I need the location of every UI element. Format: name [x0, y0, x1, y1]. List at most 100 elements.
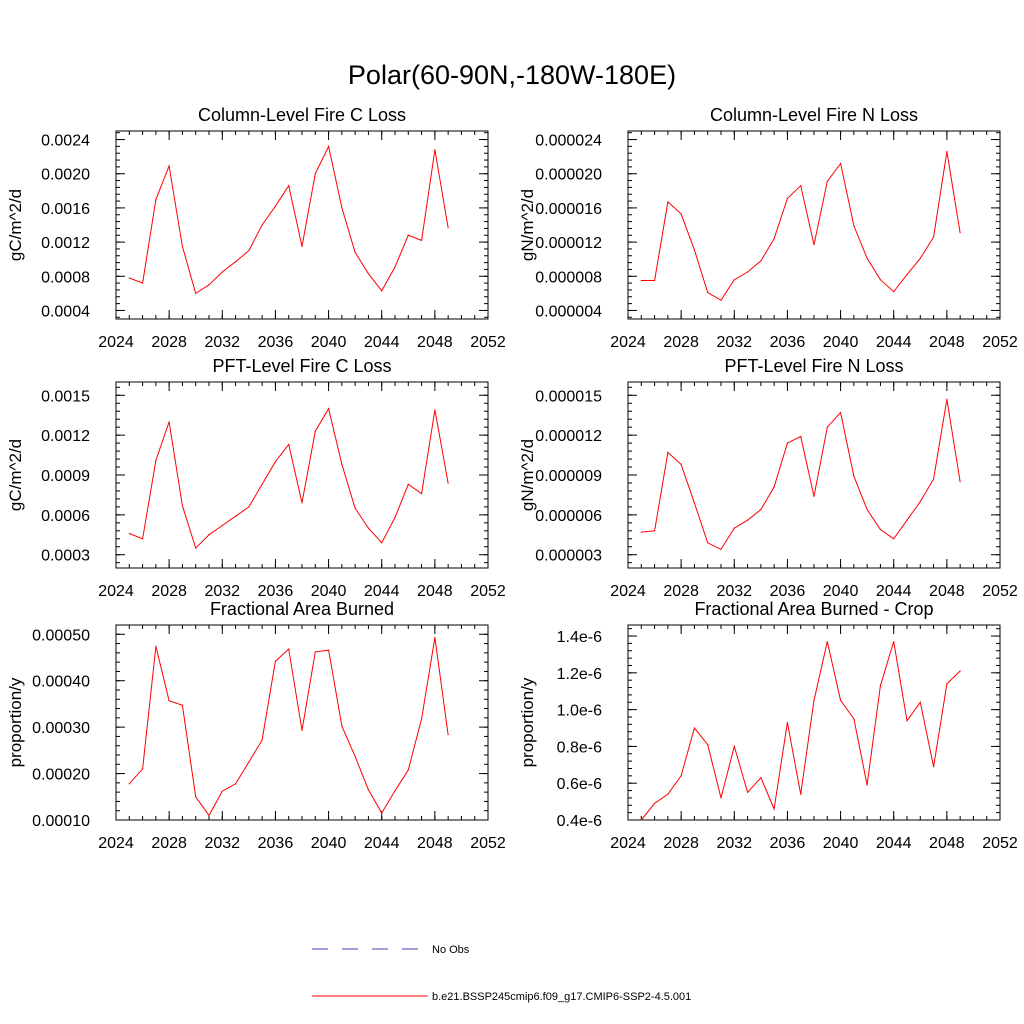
- data-point: [327, 145, 330, 147]
- data-point: [341, 725, 343, 727]
- data-point: [760, 260, 762, 262]
- y-axis-label: gC/m^2/d: [6, 189, 25, 261]
- data-point: [301, 502, 303, 504]
- y-tick-label: 0.000012: [535, 235, 602, 252]
- y-axis-label: proportion/y: [6, 677, 25, 767]
- data-point: [327, 407, 330, 410]
- x-tick-label: 2044: [876, 583, 912, 600]
- data-point: [707, 743, 709, 746]
- y-tick-label: 0.4e-6: [557, 813, 602, 830]
- x-tick-label: 2036: [258, 583, 294, 600]
- y-tick-label: 0.0006: [41, 508, 90, 525]
- x-tick-label: 2044: [876, 835, 912, 852]
- data-point: [733, 745, 735, 748]
- x-tick-label: 2044: [364, 583, 400, 600]
- data-point: [288, 443, 290, 446]
- data-point: [959, 232, 961, 234]
- panel-title: Fractional Area Burned: [210, 599, 394, 619]
- data-point: [946, 150, 948, 153]
- data-point: [800, 185, 802, 187]
- x-tick-label: 2040: [311, 583, 347, 600]
- data-point: [141, 768, 144, 770]
- data-point: [813, 699, 815, 702]
- y-tick-label: 0.0020: [41, 167, 90, 184]
- y-tick-label: 0.8e-6: [557, 739, 602, 756]
- data-point: [221, 790, 223, 792]
- data-point: [367, 789, 370, 791]
- x-tick-label: 2032: [204, 583, 240, 600]
- y-tick-label: 0.000020: [535, 167, 602, 184]
- x-tick-label: 2040: [823, 583, 859, 600]
- x-tick-label: 2044: [876, 334, 912, 351]
- y-tick-label: 0.00050: [32, 627, 90, 644]
- data-point: [168, 421, 170, 423]
- x-tick-label: 2040: [311, 334, 347, 351]
- data-point: [208, 534, 210, 536]
- data-point: [234, 783, 237, 785]
- y-tick-label: 1.0e-6: [557, 703, 602, 720]
- series-line: [128, 637, 449, 817]
- y-tick-label: 0.0024: [41, 133, 90, 150]
- x-tick-label: 2036: [770, 334, 806, 351]
- data-point: [208, 814, 210, 816]
- data-point: [932, 766, 935, 768]
- data-point: [208, 284, 210, 286]
- x-tick-label: 2048: [417, 835, 453, 852]
- x-tick-label: 2040: [311, 835, 347, 852]
- data-point: [733, 527, 735, 529]
- y-axis-label: gN/m^2/d: [518, 439, 537, 511]
- data-point: [248, 506, 250, 508]
- x-tick-label: 2052: [982, 583, 1018, 600]
- data-point: [906, 273, 908, 276]
- x-tick-label: 2024: [98, 583, 134, 600]
- x-tick-label: 2028: [663, 583, 699, 600]
- data-point: [434, 409, 436, 411]
- data-point: [447, 226, 449, 229]
- data-point: [168, 700, 170, 702]
- plot-frame: [115, 381, 489, 569]
- data-point: [168, 165, 170, 167]
- data-point: [381, 542, 383, 544]
- data-point: [381, 290, 383, 292]
- y-tick-label: 0.000016: [535, 201, 602, 218]
- data-point: [839, 411, 842, 414]
- data-point: [813, 244, 815, 246]
- data-point: [959, 670, 961, 672]
- chart-panels: 2024 2028 2032 2036 2040 2044 2048 2052 0.0004 0.…: [6, 105, 1018, 852]
- x-tick-label: 2036: [258, 835, 294, 852]
- plot-frame: [627, 381, 1001, 569]
- series-line: [640, 641, 961, 821]
- y-tick-label: 0.000003: [535, 548, 602, 565]
- y-tick-label: 1.4e-6: [557, 629, 602, 646]
- data-point: [420, 239, 423, 241]
- data-point: [839, 162, 842, 165]
- data-point: [667, 201, 669, 203]
- data-point: [667, 793, 669, 795]
- x-tick-label: 2040: [823, 835, 859, 852]
- x-tick-label: 2028: [151, 583, 187, 600]
- x-tick-label: 2032: [716, 334, 752, 351]
- data-point: [434, 149, 436, 151]
- x-tick-label: 2048: [929, 583, 965, 600]
- data-point: [248, 761, 250, 763]
- data-point: [248, 250, 250, 252]
- data-point: [261, 483, 263, 485]
- data-point: [680, 775, 682, 777]
- data-point: [354, 755, 356, 757]
- data-point: [826, 640, 828, 643]
- data-point: [773, 238, 775, 240]
- data-point: [181, 245, 184, 247]
- y-tick-label: 1.2e-6: [557, 666, 602, 683]
- data-point: [893, 640, 895, 643]
- data-point: [261, 739, 263, 741]
- data-point: [354, 507, 356, 509]
- data-point: [773, 808, 775, 810]
- x-tick-label: 2044: [364, 334, 400, 351]
- data-point: [288, 648, 290, 650]
- x-tick-label: 2036: [770, 583, 806, 600]
- data-point: [893, 291, 895, 293]
- y-tick-label: 0.0012: [41, 428, 90, 445]
- x-tick-label: 2032: [204, 334, 240, 351]
- data-point: [234, 515, 237, 517]
- data-point: [155, 198, 157, 200]
